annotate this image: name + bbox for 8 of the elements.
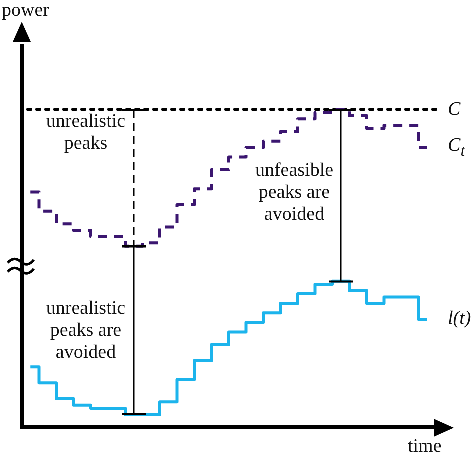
- series-label: l(t): [448, 308, 472, 330]
- series-label: C$_{t}$: [448, 134, 466, 161]
- annotation: unrealistic peaks: [45, 110, 127, 155]
- annotation: unrealistic peaks are avoided: [45, 298, 127, 364]
- ref-line-label: C: [448, 98, 461, 120]
- y-axis-title: power: [2, 0, 50, 22]
- x-axis-title: time: [408, 436, 442, 458]
- annotation: unfeasible peaks are avoided: [254, 160, 335, 226]
